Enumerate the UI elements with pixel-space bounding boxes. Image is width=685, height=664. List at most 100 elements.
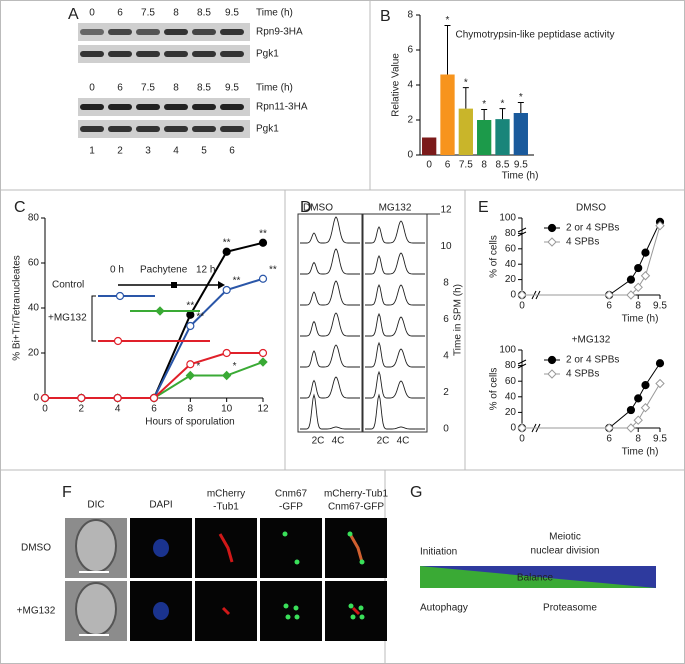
marker [655, 220, 665, 231]
panel-letter: G [410, 484, 422, 501]
y-tick-label: 20 [505, 407, 517, 418]
bar [513, 113, 528, 155]
point-label: ** [196, 312, 204, 323]
x-tick-label: 6 [606, 301, 612, 312]
y-tick-label: 6 [407, 45, 413, 56]
y-tick-label: 60 [505, 243, 517, 254]
spb [294, 614, 300, 620]
dna-label: 2C [312, 436, 325, 447]
y-tick-label: 0 [510, 423, 516, 434]
column-header: Cnm67 [275, 489, 308, 500]
histogram-trace [365, 220, 425, 244]
marker [40, 393, 50, 403]
column-header: -Tub1 [213, 502, 239, 513]
marker [640, 271, 651, 281]
spindle [351, 606, 361, 616]
marker [149, 393, 159, 403]
point-label: * [196, 361, 200, 372]
model-label: Meiotic [549, 532, 581, 543]
histogram-frame [297, 213, 363, 433]
x-axis-label: Hours of sporulation [145, 417, 235, 428]
blot-label: Pgk1 [256, 49, 279, 60]
y-tick-label: 40 [505, 391, 517, 402]
spb [285, 614, 291, 620]
marker [641, 248, 650, 257]
histogram-trace [300, 393, 360, 430]
dna-label: 4C [332, 436, 345, 447]
band [108, 51, 132, 57]
band [80, 104, 104, 110]
marker [221, 370, 232, 381]
y-axis-label: % of cells [489, 368, 500, 411]
error-bar [444, 25, 451, 75]
spb [294, 559, 300, 565]
time-tick-label: 10 [440, 241, 452, 252]
legend-text: +MG132 [48, 313, 87, 324]
legend-bracket [91, 295, 96, 342]
x-axis-label: Time (h) [622, 447, 659, 458]
band [164, 104, 188, 110]
condition-label: DMSO [303, 203, 333, 214]
marker [655, 359, 665, 368]
marker [186, 321, 195, 331]
marker [626, 275, 636, 284]
marker [626, 290, 636, 300]
x-tick-label: 6 [445, 160, 451, 171]
histogram-trace [300, 248, 360, 275]
marker [258, 348, 268, 358]
marker [222, 348, 231, 358]
histogram-trace [365, 312, 425, 337]
spindle [221, 606, 231, 616]
marker [185, 370, 196, 381]
band [136, 104, 160, 110]
time-label: 0 [89, 8, 95, 19]
model-label: Balance [517, 573, 554, 584]
band [108, 29, 132, 35]
marker [641, 381, 650, 390]
spb [358, 605, 364, 611]
significance: * [519, 92, 523, 103]
time-label: 8.5 [197, 83, 211, 94]
y-axis-label: % of cells [489, 235, 500, 278]
band [192, 51, 216, 57]
x-tick-label: 0 [519, 434, 525, 445]
marker [604, 423, 614, 433]
band [192, 126, 216, 132]
histogram-trace [300, 280, 360, 306]
column-header: mCherry-Tub1 [324, 489, 389, 500]
band [136, 126, 160, 132]
histogram-frame [362, 213, 428, 433]
histogram-trace [365, 252, 425, 275]
marker [258, 274, 268, 283]
band [80, 29, 104, 35]
chart-title: Chymotrypsin-like peptidase activity [456, 30, 615, 41]
spb [359, 559, 365, 565]
model-band [420, 566, 656, 588]
band [80, 51, 104, 57]
marker [626, 405, 636, 415]
marker [258, 357, 268, 367]
x-tick-label: 0 [42, 404, 48, 415]
point-label: * [233, 361, 237, 372]
band [164, 51, 188, 57]
time-tick-label: 8 [443, 278, 449, 289]
y-tick-label: 80 [505, 228, 517, 239]
band [108, 104, 132, 110]
legend-marker [155, 306, 165, 316]
y-axis-label: % Bi+Tri/Tetranucleates [12, 255, 23, 361]
x-tick-label: 8 [635, 301, 641, 312]
x-tick-label: 12 [257, 404, 269, 415]
cell [75, 582, 117, 636]
marker [222, 285, 231, 295]
bar [495, 119, 510, 155]
lane-label: 4 [173, 146, 179, 157]
time-axis-label: Time (h) [256, 83, 293, 94]
y-tick-label: 100 [499, 345, 516, 356]
histogram-trace [300, 376, 360, 399]
cell [75, 519, 117, 573]
lane-label: 6 [229, 146, 235, 157]
x-tick-label: 2 [79, 404, 85, 415]
y-tick-label: 40 [505, 259, 517, 270]
panel-letter: D [300, 199, 312, 216]
